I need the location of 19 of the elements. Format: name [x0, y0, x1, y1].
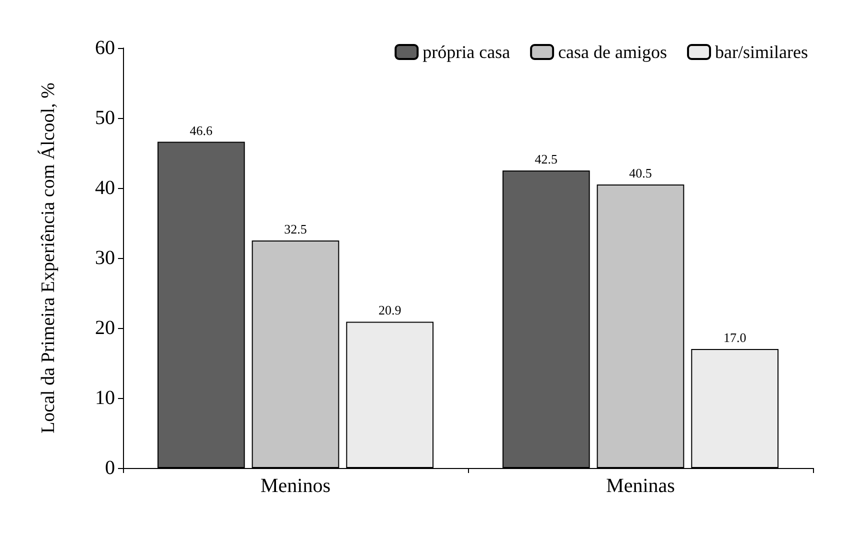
y-tick-label: 30 [95, 247, 115, 269]
data-label: 17.0 [723, 330, 746, 345]
y-tick-label: 10 [95, 387, 115, 409]
x-tick-label: Meninos [260, 475, 331, 497]
y-tick-label: 0 [105, 457, 115, 479]
data-label: 42.5 [534, 152, 558, 166]
data-label: 32.5 [284, 222, 307, 236]
data-label: 40.5 [629, 166, 652, 180]
data-label: 46.6 [190, 122, 214, 138]
legend-label: casa de amigos [558, 42, 668, 62]
legend-label: própria casa [422, 42, 510, 62]
y-tick-label: 40 [95, 177, 115, 199]
y-tick-label: 50 [95, 107, 115, 129]
data-label: 20.9 [378, 302, 402, 318]
y-tick-label: 60 [95, 37, 115, 59]
y-axis-title: Local da Primeira Experiência com Álcool, % [37, 82, 59, 434]
legend-label: bar/similares [715, 42, 808, 62]
x-tick-label: Meninas [606, 475, 676, 497]
y-tick-label: 20 [95, 317, 115, 339]
